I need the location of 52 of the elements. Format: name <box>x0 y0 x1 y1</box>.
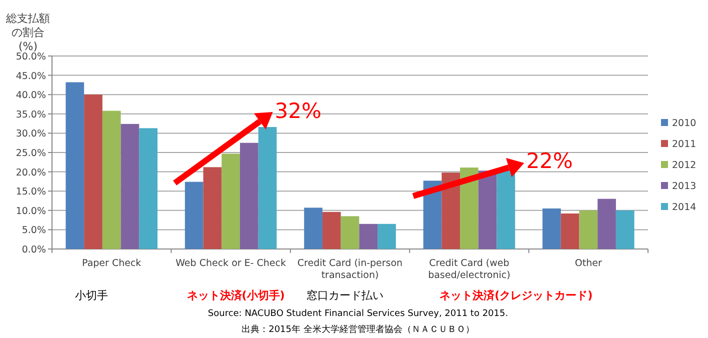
y-tick-label: 35.0% <box>16 109 46 120</box>
bar <box>359 224 378 249</box>
text: 小切手 <box>75 289 108 302</box>
y-tick-label: 30.0% <box>16 128 46 140</box>
y-tick-label: 25.0% <box>16 148 46 159</box>
bar <box>322 212 341 249</box>
legend-label: 2014 <box>672 202 696 213</box>
text: 窓口カード払い <box>306 289 384 302</box>
bar <box>340 216 360 249</box>
source-note: 出典：2015年 全米大学経営管理者協会（ＮＡＣＵＢＯ） <box>242 324 474 335</box>
bar <box>102 110 121 249</box>
bar <box>598 198 616 249</box>
bar <box>222 154 240 249</box>
text: ネット決済(小切手) <box>186 289 285 302</box>
bar <box>579 210 598 249</box>
y-tick-label: 50.0% <box>16 52 46 62</box>
annotation: 22% <box>526 149 573 173</box>
bar <box>203 167 222 249</box>
y-tick-label: 5.0% <box>22 225 46 236</box>
x-tick-label: Web Check or E- Check <box>176 258 286 269</box>
bar <box>240 142 258 249</box>
x-tick-label: Credit Card (web based/electronic) <box>428 258 510 281</box>
legend-label: 2013 <box>672 181 696 192</box>
x-tick-label: Paper Check <box>82 258 142 269</box>
source-note: Source: NACUBO Student Financial Services Survey, 2011 to 2015. <box>208 309 508 319</box>
bar <box>542 208 561 249</box>
bar <box>460 168 478 249</box>
bar <box>304 208 322 249</box>
bar <box>184 182 204 249</box>
text: ネット決済(クレジットカード) <box>440 289 593 302</box>
legend-label: 2012 <box>672 160 696 171</box>
y-tick-label: 20.0% <box>16 167 46 178</box>
y-tick-label: 15.0% <box>16 186 46 198</box>
y-tick-label: 10.0% <box>16 206 46 217</box>
annotation: 32% <box>274 99 322 123</box>
y-tick-label: 0.0% <box>22 244 46 256</box>
legend-label: 2010 <box>672 118 696 129</box>
bar <box>139 128 158 249</box>
y-tick-label: 45.0% <box>16 70 46 82</box>
bar <box>616 210 634 249</box>
bar <box>120 124 140 249</box>
bar <box>442 172 460 249</box>
y-axis-title: 総支払額の割合(%) <box>5 12 50 53</box>
legend-label: 2011 <box>672 139 696 150</box>
y-tick-label: 40.0% <box>16 90 46 102</box>
x-tick-label: Credit Card (in-person transaction) <box>297 258 403 281</box>
x-tick-label: Other <box>574 258 602 269</box>
bar <box>84 94 102 249</box>
bar <box>478 170 497 249</box>
bar <box>560 213 580 249</box>
bar <box>66 82 84 249</box>
bar <box>378 224 396 249</box>
